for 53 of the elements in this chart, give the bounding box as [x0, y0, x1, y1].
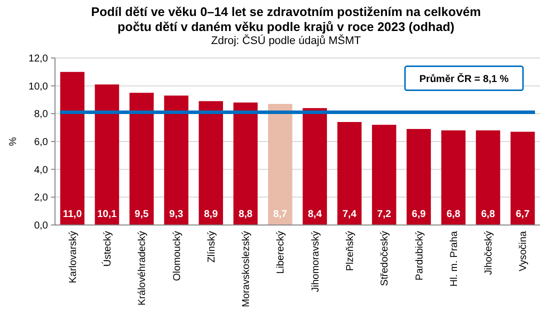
x-tick-label: Královéhradecký: [137, 231, 148, 306]
data-label: 8,4: [308, 209, 322, 220]
y-tick-label: 4,0: [34, 164, 48, 176]
x-tick-label: Hl. m. Praha: [448, 230, 460, 287]
x-tick-label: Olomoucký: [172, 231, 183, 282]
bar: [164, 96, 188, 225]
y-tick-label: 10,0: [28, 81, 48, 92]
bar: [302, 108, 327, 225]
bar: [129, 92, 154, 225]
x-tick-label: Středočeský: [380, 231, 391, 286]
bar: [406, 128, 431, 225]
bar: [94, 84, 120, 225]
data-label: 6,8: [481, 209, 496, 220]
data-label: 6,9: [412, 209, 426, 220]
data-label: 6,7: [516, 209, 530, 220]
y-tick-label: 2,0: [34, 192, 48, 204]
data-label: 8,9: [204, 209, 218, 220]
x-tick-label: Liberecký: [276, 231, 287, 274]
x-tick-label: Vysočina: [518, 230, 530, 272]
x-tick-label: Jihočeský: [484, 231, 495, 275]
ref-line-label: Průměr ČR = 8,1 %: [419, 72, 509, 85]
data-label: 6,8: [446, 209, 461, 220]
data-label: 10,1: [97, 209, 118, 220]
data-label: 11,0: [62, 209, 82, 220]
bar: [510, 132, 535, 225]
bar: [268, 104, 292, 225]
bar: [233, 102, 258, 225]
y-tick-label: 6,0: [34, 137, 48, 148]
x-tick-label: Moravskoslezský: [241, 231, 252, 308]
bar: [476, 130, 500, 225]
bar: [337, 122, 362, 225]
bar: [60, 72, 84, 225]
data-label: 7,2: [377, 209, 392, 220]
x-tick-label: Ústecký: [101, 231, 114, 267]
y-tick-label: 0,0: [34, 220, 48, 232]
data-label: 9,3: [169, 209, 184, 220]
x-tick-label: Zlínský: [206, 231, 218, 263]
x-tick-label: Jihomoravský: [310, 231, 322, 292]
x-tick-label: Pardubický: [414, 231, 426, 280]
data-label: 8,7: [273, 209, 288, 220]
chart-subtitle: Zdroj: ČSÚ podle údajů MŠMT: [211, 34, 362, 47]
y-tick-label: 8,0: [34, 109, 48, 120]
chart-title: Podíl dětí ve věku 0–14 let se zdravotním postižením na celkovém počtu dětí v daném věku podle krajů v roce 2023 (odhad): [91, 5, 481, 34]
bar: [441, 130, 466, 225]
data-label: 9,5: [134, 209, 149, 220]
bar: [372, 124, 396, 225]
data-label: 7,4: [342, 209, 357, 220]
y-tick-label: 12,0: [28, 54, 48, 64]
x-tick-label: Karlovarský: [68, 231, 79, 284]
bar: [198, 101, 224, 225]
data-label: 8,8: [238, 209, 253, 220]
y-axis-title: %: [8, 136, 19, 146]
x-tick-label: Plzeňský: [344, 231, 356, 272]
